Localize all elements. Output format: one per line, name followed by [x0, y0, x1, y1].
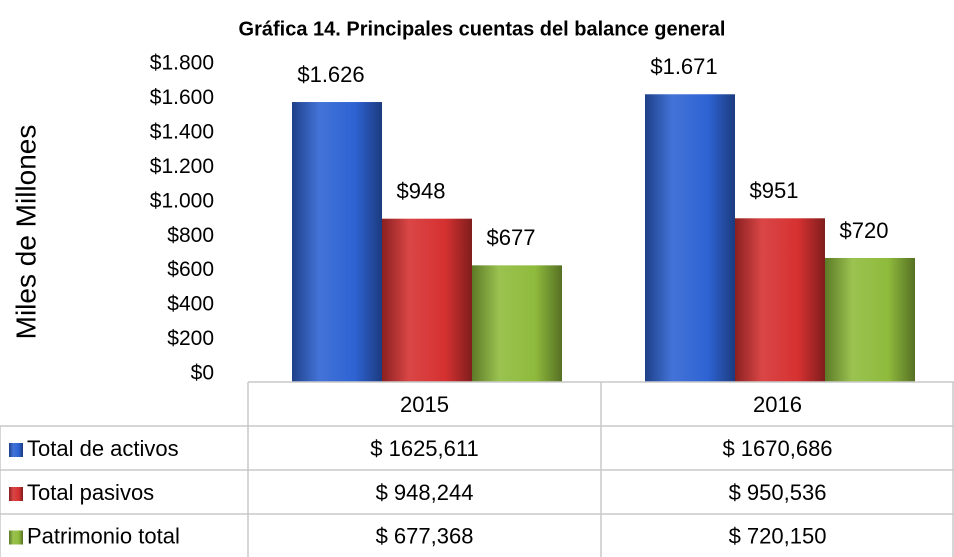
y-tick-label: $200: [167, 327, 214, 350]
y-tick-label: $1.800: [150, 52, 214, 75]
legend-swatch: [9, 530, 23, 545]
y-tick-label: $800: [167, 224, 214, 247]
x-tick-label: 2015: [400, 392, 449, 417]
table-cell: $ 1625,611: [370, 436, 478, 461]
y-tick-label: $1.200: [150, 155, 214, 178]
legend-label: Total pasivos: [27, 480, 154, 505]
value-label: $720: [840, 218, 889, 243]
y-tick-label: $400: [167, 293, 214, 316]
chart-title: Gráfica 14. Principales cuentas del bala…: [239, 18, 726, 40]
legend-label: Total de activos: [27, 436, 179, 461]
y-axis-label: Miles de Millones: [10, 125, 41, 340]
value-label: $677: [487, 225, 536, 250]
legend-swatch: [9, 443, 23, 457]
table-cell: $ 720,150: [729, 523, 827, 548]
bar: [735, 218, 825, 382]
bar: [382, 218, 472, 382]
y-tick-label: $0: [191, 362, 214, 385]
table-cell: $ 948,244: [376, 480, 474, 505]
value-label: $948: [397, 179, 446, 204]
value-label: $1.626: [297, 62, 364, 87]
legend-swatch: [9, 487, 23, 501]
bar: [292, 102, 382, 382]
table-cell: $ 1670,686: [722, 436, 832, 461]
value-label: $1.671: [650, 54, 717, 79]
y-tick-label: $1.000: [150, 189, 214, 212]
bar: [645, 94, 735, 382]
value-label: $951: [750, 178, 799, 203]
y-tick-label: $600: [167, 258, 214, 281]
bar: [472, 265, 562, 382]
x-tick-label: 2016: [753, 392, 802, 417]
table-cell: $ 950,536: [729, 480, 827, 505]
bar: [825, 257, 915, 382]
legend-label: Patrimonio total: [27, 523, 180, 548]
y-tick-label: $1.600: [150, 86, 214, 109]
table-cell: $ 677,368: [376, 523, 474, 548]
y-tick-label: $1.400: [150, 120, 214, 143]
